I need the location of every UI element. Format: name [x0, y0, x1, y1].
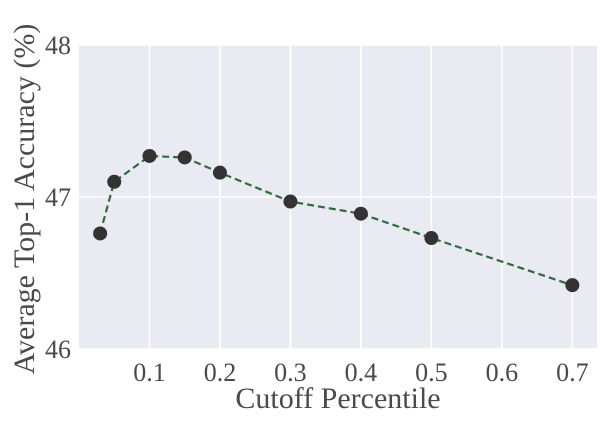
data-point-0-4	[212, 165, 227, 180]
data-point-0-7	[424, 231, 439, 246]
data-point-0-1	[107, 174, 122, 189]
x-tick-label-1: 0.2	[204, 358, 237, 387]
x-tick-label-0: 0.1	[133, 358, 166, 387]
y-tick-label-2: 48	[45, 31, 71, 60]
data-point-0-3	[177, 150, 192, 165]
data-point-0-0	[93, 226, 108, 241]
x-tick-label-3: 0.4	[345, 358, 378, 387]
x-axis-label: Cutoff Percentile	[235, 382, 440, 415]
x-tick-label-4: 0.5	[415, 358, 448, 387]
x-tick-label-6: 0.7	[556, 358, 589, 387]
data-point-0-2	[142, 148, 157, 163]
y-tick-label-0: 46	[45, 335, 71, 364]
series-layer	[93, 148, 580, 293]
y-tick-label-1: 47	[45, 183, 71, 212]
data-point-0-6	[353, 206, 368, 221]
x-tick-label-5: 0.6	[486, 358, 519, 387]
x-tick-label-2: 0.3	[274, 358, 307, 387]
data-point-0-5	[283, 194, 298, 209]
data-point-0-8	[565, 278, 580, 293]
tick-layer: 0.1 0.2 0.3 0.4 0.5 0.6 0.7 46 47 48	[45, 31, 589, 387]
y-axis-label: Average Top-1 Accuracy (%)	[8, 24, 41, 375]
